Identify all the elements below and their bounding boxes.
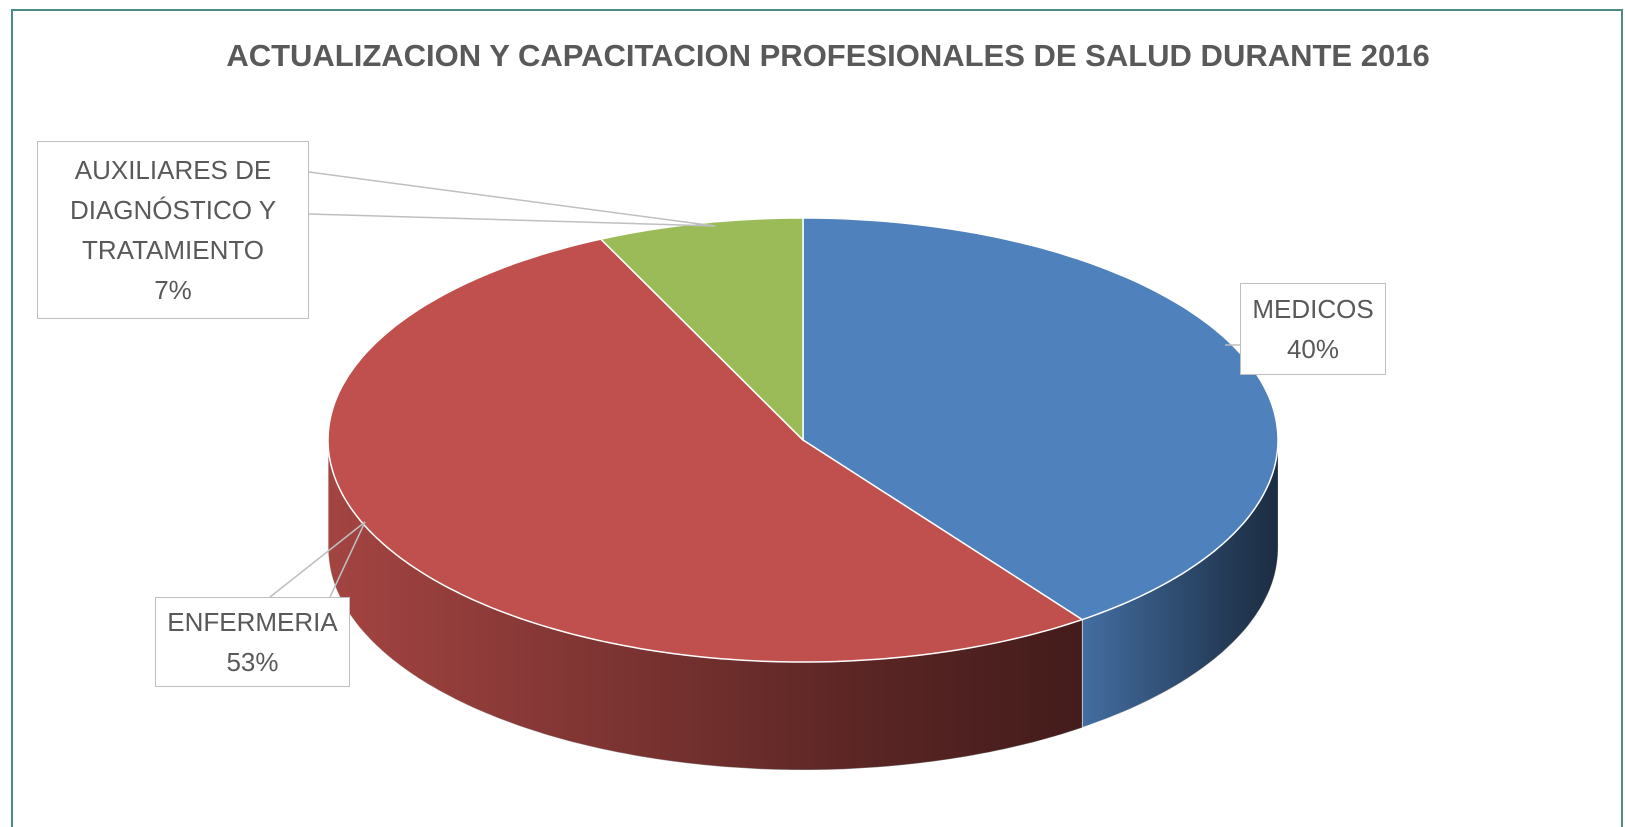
pie — [327, 217, 1279, 771]
leader-line — [308, 171, 716, 227]
value-label: 40% — [1286, 334, 1340, 364]
leader-line — [308, 213, 716, 227]
slice — [327, 238, 1084, 663]
chart-border — [11, 9, 1623, 827]
category-name: AUXILIARES DE DIAGNÓSTICO Y TRATAMIENTO — [69, 155, 277, 265]
value-label: 7% — [154, 275, 192, 305]
data-label: ENFERMERIA 53% — [155, 597, 350, 687]
leader-line — [329, 521, 366, 598]
category-name: ENFERMERIA — [167, 607, 338, 637]
value-label: 53% — [226, 647, 279, 677]
chart-title: ACTUALIZACION Y CAPACITACION PROFESIONAL… — [226, 38, 1429, 73]
leader-line — [269, 521, 366, 598]
data-label: AUXILIARES DE DIAGNÓSTICO Y TRATAMIENTO 7… — [37, 141, 309, 319]
data-label: MEDICOS 40% — [1240, 283, 1386, 375]
category-name: MEDICOS — [1252, 294, 1374, 324]
